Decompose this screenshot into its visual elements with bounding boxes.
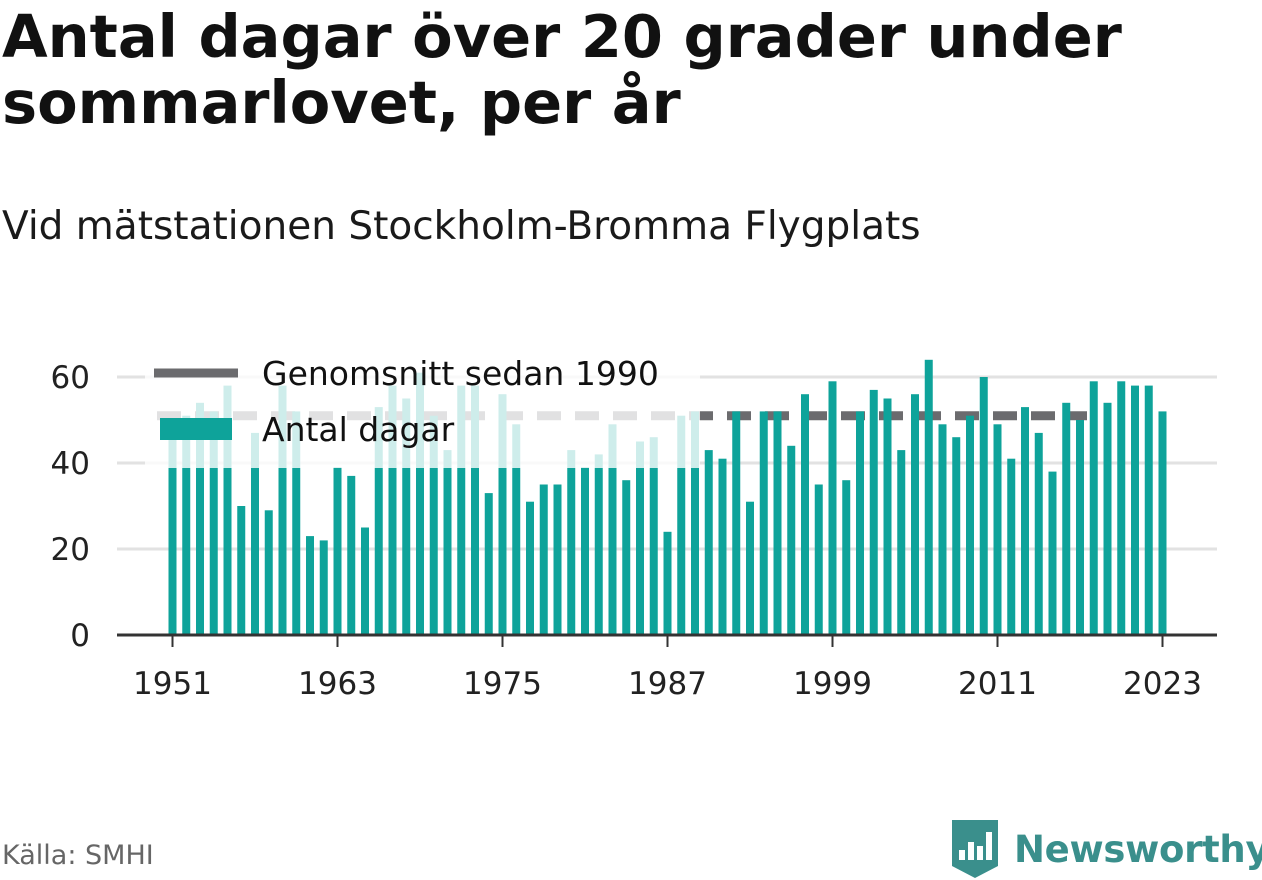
bar-1989	[691, 411, 699, 635]
x-tick-label-1951: 1951	[133, 666, 212, 702]
bar-1977	[526, 501, 534, 635]
bar-2009	[966, 415, 974, 635]
bar-2021	[1131, 385, 1139, 635]
bar-1960	[292, 411, 301, 635]
bar-1994	[759, 411, 768, 635]
bar-1992	[732, 411, 741, 635]
bar-1997	[801, 394, 809, 635]
chart-subtitle: Vid mätstationen Stockholm-Bromma Flygpl…	[2, 204, 921, 249]
bar-1979	[553, 484, 562, 635]
bar-2010	[979, 377, 988, 635]
bar-2018	[1089, 381, 1098, 635]
bar-1959	[278, 385, 287, 635]
bar-1998	[814, 484, 823, 635]
bar-2005	[911, 394, 919, 635]
bar-1991	[718, 458, 727, 635]
bar-1986	[649, 437, 658, 635]
bar-2017	[1076, 420, 1084, 635]
x-tick-label-1975: 1975	[463, 666, 542, 702]
y-tick-label-20: 20	[51, 532, 90, 568]
y-tick-label-0: 0	[70, 618, 90, 654]
x-tick-label-1987: 1987	[628, 666, 707, 702]
bar-1956	[237, 506, 246, 635]
bar-2019	[1103, 402, 1112, 635]
bar-1955	[223, 385, 232, 635]
bar-1988	[677, 415, 686, 635]
bar-1966	[374, 407, 383, 635]
axes: 0 20 40 60 1951 1963 1975 1987 1999 2011 2023	[51, 360, 1217, 702]
legend-bars-label: Antal dagar	[262, 410, 455, 449]
x-tick-label-2023: 2023	[1123, 666, 1202, 702]
x-tick-label-1963: 1963	[298, 666, 377, 702]
x-tick-label-1999: 1999	[793, 666, 872, 702]
brand-name: Newsworthy	[1014, 827, 1262, 871]
bar-1954	[209, 411, 218, 635]
bar-2003	[883, 398, 892, 635]
bar-1980	[567, 450, 576, 635]
bar-2014	[1034, 432, 1043, 635]
bar-1951	[168, 420, 177, 635]
bar-1995	[773, 411, 782, 635]
y-tick-label-60: 60	[51, 360, 90, 396]
bar-1972	[457, 385, 466, 635]
bar-1985	[636, 441, 644, 635]
bar-2015	[1048, 471, 1057, 635]
bar-2023	[1158, 411, 1167, 635]
bar-1987	[663, 531, 672, 635]
bar-2000	[842, 480, 851, 635]
bar-1993	[746, 501, 754, 635]
bar-2008	[952, 437, 961, 635]
bar-1971	[443, 450, 452, 635]
bar-1978	[539, 484, 548, 635]
bar-1965	[361, 527, 369, 635]
bar-1969	[416, 372, 424, 635]
bar-2020	[1117, 381, 1126, 635]
bar-1996	[787, 445, 796, 635]
bar-2001	[856, 411, 864, 635]
bar-1968	[402, 398, 411, 635]
bar-1967	[388, 385, 397, 635]
brand-logo: Newsworthy	[950, 818, 1262, 880]
bar-1961	[306, 536, 314, 635]
legend-backdrop	[145, 346, 700, 468]
bar-1999	[828, 381, 837, 635]
x-tick-label-2011: 2011	[958, 666, 1037, 702]
chart-title: Antal dagar över 20 grader under sommarl…	[2, 2, 1122, 137]
bar-1982	[594, 454, 603, 635]
y-tick-label-40: 40	[51, 446, 90, 482]
bar-2022	[1144, 385, 1153, 635]
legend-bars-swatch	[160, 418, 232, 440]
bar-1962	[319, 540, 328, 635]
bar-1952	[182, 415, 191, 635]
bar-2006	[924, 359, 933, 635]
bar-1973	[471, 385, 479, 635]
bar-1974	[484, 493, 493, 635]
newsworthy-logo-icon	[952, 820, 998, 878]
bar-chart: Genomsnitt sedan 1990 Antal dagar 0 20 40 6…	[50, 346, 1217, 702]
source-note: Källa: SMHI	[2, 840, 154, 871]
bar-1957	[251, 432, 259, 635]
bar-2016	[1062, 402, 1071, 635]
bar-1963	[333, 467, 342, 635]
bar-2007	[938, 424, 947, 635]
bar-2013	[1021, 407, 1029, 635]
bar-2011	[993, 424, 1002, 635]
bar-1953	[196, 402, 204, 635]
bar-1976	[512, 424, 521, 635]
legend: Genomsnitt sedan 1990 Antal dagar	[145, 346, 700, 468]
bar-1964	[347, 475, 356, 635]
bar-1983	[608, 424, 617, 635]
bar-1975	[498, 394, 507, 635]
bar-1981	[581, 467, 589, 635]
bar-2002	[869, 389, 878, 635]
bar-1990	[704, 450, 713, 635]
bar-1970	[429, 415, 438, 635]
legend-average-label: Genomsnitt sedan 1990	[262, 354, 659, 393]
bar-1984	[622, 480, 631, 635]
bars	[168, 359, 1167, 635]
bar-2004	[897, 450, 906, 635]
bar-2012	[1007, 458, 1016, 635]
bar-1958	[264, 510, 273, 635]
